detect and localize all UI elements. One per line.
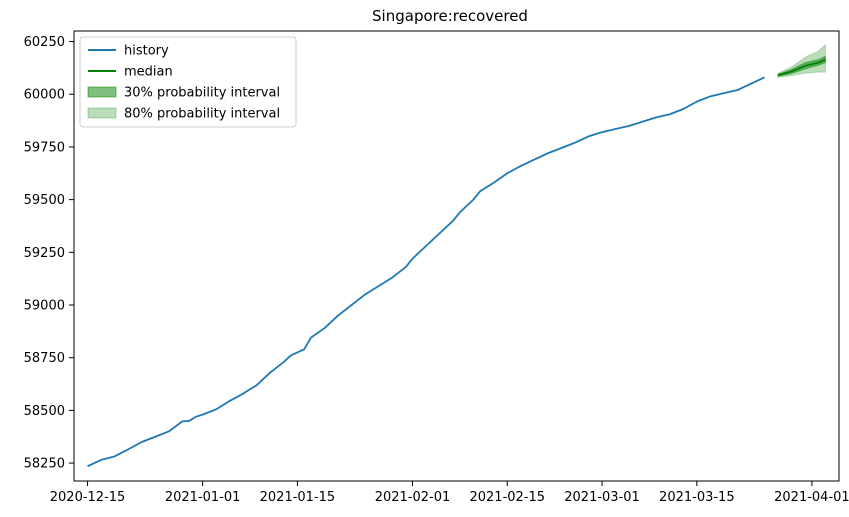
- y-tick-label: 60250: [24, 35, 65, 50]
- y-tick-label: 59250: [24, 246, 65, 261]
- y-tick-label: 58750: [24, 351, 65, 366]
- history-line: [87, 76, 765, 468]
- legend-box: [79, 36, 297, 128]
- y-axis: 58250 58500 58750 59000 59250 59500 59750 60000…: [24, 35, 74, 472]
- legend-interval-80-label: 80% probability interval: [124, 107, 280, 122]
- x-tick-label: 2021-02-15: [469, 490, 545, 505]
- legend-interval-30-swatch: [87, 86, 117, 98]
- interval-80-band: [777, 43, 826, 78]
- x-tick-label: 2021-03-15: [659, 490, 735, 505]
- y-tick-label: 59000: [24, 299, 65, 314]
- legend-interval-80-swatch: [87, 107, 117, 119]
- legend: history median 30% probability interval 80%…: [79, 36, 297, 128]
- chart-title: Singapore:recovered: [372, 7, 528, 25]
- x-tick-label: 2021-02-01: [375, 490, 451, 505]
- median-line: [777, 58, 826, 77]
- line-layer: [87, 58, 826, 468]
- legend-median-label: median: [124, 65, 173, 80]
- x-tick-label: 2021-04-01: [774, 490, 849, 505]
- y-tick-label: 58500: [24, 404, 65, 419]
- x-tick-label: 2020-12-15: [50, 490, 126, 505]
- plot-frame: [73, 30, 840, 482]
- y-tick-label: 60000: [24, 88, 65, 103]
- legend-interval-30-label: 30% probability interval: [124, 86, 280, 101]
- x-tick-label: 2021-01-15: [260, 490, 336, 505]
- x-axis: 2020-12-15 2021-01-01 2021-01-15 2021-02-01…: [50, 481, 849, 505]
- y-tick-label: 59500: [24, 193, 65, 208]
- y-tick-label: 58250: [24, 457, 65, 472]
- x-tick-label: 2021-01-01: [165, 490, 241, 505]
- legend-history-label: history: [124, 44, 169, 59]
- y-tick-label: 59750: [24, 140, 65, 155]
- x-tick-label: 2021-03-01: [564, 490, 640, 505]
